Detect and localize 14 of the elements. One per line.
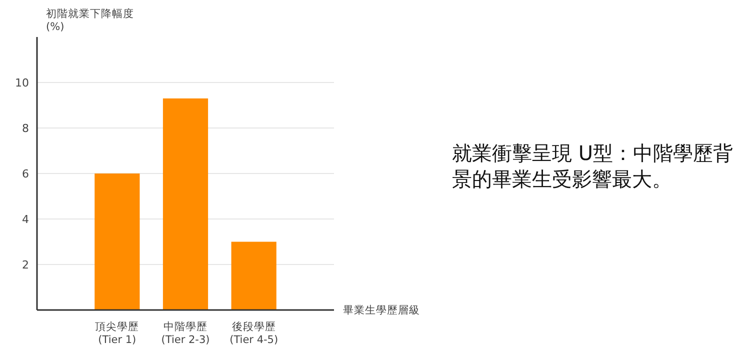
x-tick-label: 後段學歷 (Tier 4-5) (230, 321, 278, 346)
bar (94, 174, 140, 310)
x-tick-label: 中階學歷 (Tier 2-3) (161, 320, 210, 346)
y-tick-label: 4 (22, 212, 29, 226)
y-axis-title: 初階就業下降幅度 (%) (46, 7, 134, 33)
y-tick-label: 6 (22, 167, 29, 180)
y-tick-label: 2 (22, 258, 29, 272)
y-tick-label: 10 (15, 76, 29, 90)
text: 就業衝擊呈現 U型：中階學歷背景的畢業生受影響最大。 (452, 140, 734, 192)
bar (231, 242, 276, 310)
bar (162, 98, 208, 310)
y-tick-label: 8 (22, 122, 29, 135)
x-tick-label: 頂尖學歷 (Tier 1) (95, 320, 140, 346)
x-axis-title: 畢業生學歷層級 (343, 304, 420, 317)
